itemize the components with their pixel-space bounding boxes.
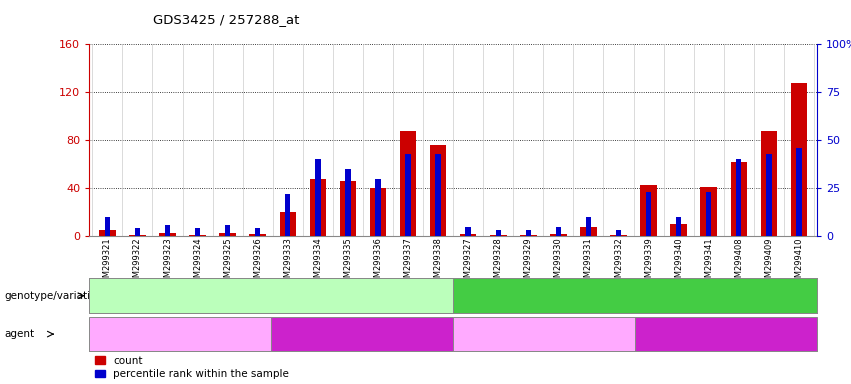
Bar [610, 235, 627, 236]
Bar [249, 234, 266, 236]
Bar [134, 228, 140, 236]
Bar [430, 145, 447, 236]
Bar [340, 181, 357, 236]
Bar [580, 227, 597, 236]
Bar [550, 234, 567, 236]
Bar [346, 169, 351, 236]
Text: pkl mutant: pkl mutant [604, 291, 665, 301]
Bar [159, 233, 176, 236]
Bar [761, 131, 777, 236]
Text: agent: agent [4, 329, 34, 339]
Bar [700, 187, 717, 236]
Bar [556, 227, 561, 236]
Legend: count, percentile rank within the sample: count, percentile rank within the sample [94, 356, 289, 379]
Text: wildtype: wildtype [248, 291, 295, 301]
Bar [736, 159, 741, 236]
Bar [676, 217, 682, 236]
Text: control: control [161, 329, 200, 339]
Bar [165, 225, 170, 236]
Text: uniconazole: uniconazole [693, 329, 759, 339]
Bar [285, 194, 290, 236]
Bar [195, 228, 200, 236]
Bar [585, 217, 591, 236]
Bar [189, 235, 206, 236]
Text: GDS3425 / 257288_at: GDS3425 / 257288_at [153, 13, 300, 26]
Bar [220, 233, 236, 236]
Bar [766, 154, 772, 236]
Bar [460, 234, 477, 236]
Bar [99, 230, 116, 236]
Bar [315, 159, 321, 236]
Bar [310, 179, 326, 236]
Bar [279, 212, 296, 236]
Bar [400, 131, 416, 236]
Bar [526, 230, 531, 236]
Bar [730, 162, 747, 236]
Bar [255, 228, 260, 236]
Bar [375, 179, 380, 236]
Bar [646, 192, 651, 236]
Bar [616, 230, 621, 236]
Text: genotype/variation: genotype/variation [4, 291, 103, 301]
Bar [405, 154, 411, 236]
Bar [436, 154, 441, 236]
Bar [369, 188, 386, 236]
Bar [791, 83, 808, 236]
Bar [465, 227, 471, 236]
Text: control: control [525, 329, 563, 339]
Bar [495, 230, 501, 236]
Bar [105, 217, 110, 236]
Bar [129, 235, 146, 236]
Bar [490, 235, 506, 236]
Bar [671, 224, 687, 236]
Bar [225, 225, 231, 236]
Bar [706, 192, 711, 236]
Text: uniconazole: uniconazole [328, 329, 396, 339]
Bar [797, 148, 802, 236]
Bar [520, 235, 537, 236]
Bar [640, 185, 657, 236]
